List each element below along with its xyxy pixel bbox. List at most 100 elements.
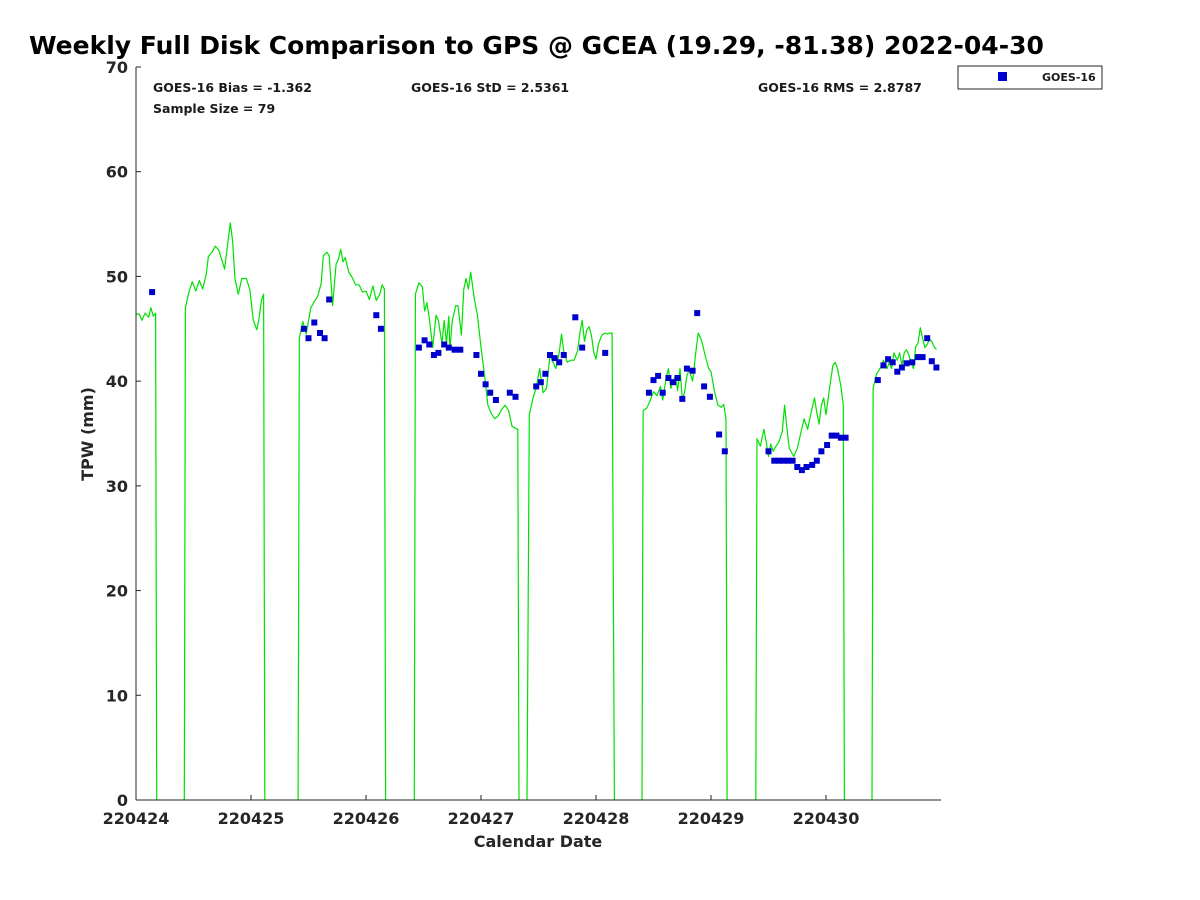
goes16-point xyxy=(674,375,681,381)
y-tick-label: 70 xyxy=(106,58,128,77)
goes16-point xyxy=(457,346,464,353)
goes16-point xyxy=(430,352,437,358)
goes16-point xyxy=(694,310,701,317)
goes16-point xyxy=(659,389,666,396)
goes16-point xyxy=(451,346,458,353)
goes16-point xyxy=(373,312,380,319)
stat-sample-size: Sample Size = 79 xyxy=(153,101,275,116)
goes16-point xyxy=(813,457,820,464)
legend-marker-goes16 xyxy=(998,72,1007,81)
goes16-point xyxy=(785,457,791,464)
goes16-point xyxy=(670,379,676,386)
goes16-point xyxy=(803,464,810,470)
goes16-point xyxy=(321,335,328,342)
gps-series xyxy=(136,222,937,801)
goes16-point xyxy=(874,377,881,384)
y-tick-label: 20 xyxy=(106,582,128,601)
x-axis-label: Calendar Date xyxy=(474,832,603,851)
goes16-point xyxy=(809,461,816,468)
x-tick-label: 220430 xyxy=(793,809,860,828)
goes16-point xyxy=(478,370,484,377)
goes16-point xyxy=(542,370,549,377)
goes16-point xyxy=(602,349,609,356)
gps-line-segment xyxy=(871,327,937,801)
x-tick-label: 220424 xyxy=(103,809,170,828)
y-tick-label: 40 xyxy=(106,372,128,391)
goes16-point xyxy=(551,355,558,362)
gps-line-segment xyxy=(297,248,387,801)
goes16-point xyxy=(305,335,312,342)
y-tick-label: 0 xyxy=(117,791,128,810)
goes16-point xyxy=(435,349,442,356)
goes16-point xyxy=(317,330,323,336)
goes16-point xyxy=(512,393,519,400)
goes16-point xyxy=(889,359,896,366)
y-tick-label: 60 xyxy=(106,163,128,182)
goes16-point xyxy=(579,344,586,351)
goes16-point xyxy=(789,457,796,464)
x-axis-ticks: 220424 220425 220426 220427 220428 220429 2204… xyxy=(103,795,860,828)
goes16-point xyxy=(828,432,835,439)
goes16-point xyxy=(898,364,905,371)
x-tick-label: 220426 xyxy=(333,809,400,828)
goes16-point xyxy=(928,358,935,365)
y-tick-label: 50 xyxy=(106,267,128,286)
x-tick-label: 220427 xyxy=(448,809,515,828)
gps-line-segment xyxy=(413,271,520,801)
goes16-point xyxy=(689,367,696,374)
x-tick-label: 220428 xyxy=(563,809,630,828)
goes16-point xyxy=(149,289,156,296)
goes16-point xyxy=(765,448,772,455)
goes16-point xyxy=(650,377,657,384)
goes16-series xyxy=(149,289,940,474)
goes16-point xyxy=(824,442,831,448)
y-axis-ticks: 0 10 20 30 40 50 60 70 xyxy=(106,58,141,810)
goes16-point xyxy=(842,434,849,441)
x-tick-label: 220429 xyxy=(678,809,745,828)
goes16-point xyxy=(415,344,422,351)
y-tick-label: 30 xyxy=(106,477,128,496)
y-axis-label: TPW (mm) xyxy=(78,387,97,481)
gps-line-segment xyxy=(641,332,728,801)
goes16-point xyxy=(655,372,662,379)
goes16-point xyxy=(683,365,690,372)
goes16-point xyxy=(441,341,448,348)
goes16-point xyxy=(833,432,840,439)
goes16-point xyxy=(837,434,844,441)
goes16-point xyxy=(679,395,686,402)
goes16-point xyxy=(547,352,553,358)
stat-std: GOES-16 StD = 2.5361 xyxy=(411,80,569,95)
gps-line-segment xyxy=(755,361,846,801)
goes16-point xyxy=(482,381,489,388)
goes16-point xyxy=(924,335,931,342)
goes16-point xyxy=(716,431,723,438)
goes16-point xyxy=(421,337,428,344)
goes16-point xyxy=(537,379,544,386)
goes16-point xyxy=(426,341,433,348)
goes16-point xyxy=(487,389,494,396)
goes16-point xyxy=(556,359,563,366)
goes16-point xyxy=(919,354,926,361)
goes16-point xyxy=(473,352,480,358)
goes16-point xyxy=(909,359,916,366)
gps-line-segment xyxy=(183,222,266,801)
y-tick-label: 10 xyxy=(106,686,128,705)
legend-label-goes16: GOES-16 xyxy=(1042,71,1096,84)
goes16-point xyxy=(885,356,892,363)
goes16-point xyxy=(645,389,652,396)
goes16-point xyxy=(721,448,728,455)
goes16-point xyxy=(933,364,940,371)
goes16-point xyxy=(701,383,708,390)
chart-title: Weekly Full Disk Comparison to GPS @ GCE… xyxy=(29,31,1044,60)
gps-line-segment xyxy=(526,319,616,801)
goes16-point xyxy=(300,325,307,332)
stat-rms: GOES-16 RMS = 2.8787 xyxy=(758,80,922,95)
goes16-point xyxy=(880,362,887,369)
goes16-point xyxy=(560,352,567,358)
gps-line-segment xyxy=(136,307,158,801)
goes16-point xyxy=(915,354,921,361)
goes16-point xyxy=(706,393,713,400)
goes16-point xyxy=(775,457,782,464)
goes16-point xyxy=(572,314,579,321)
